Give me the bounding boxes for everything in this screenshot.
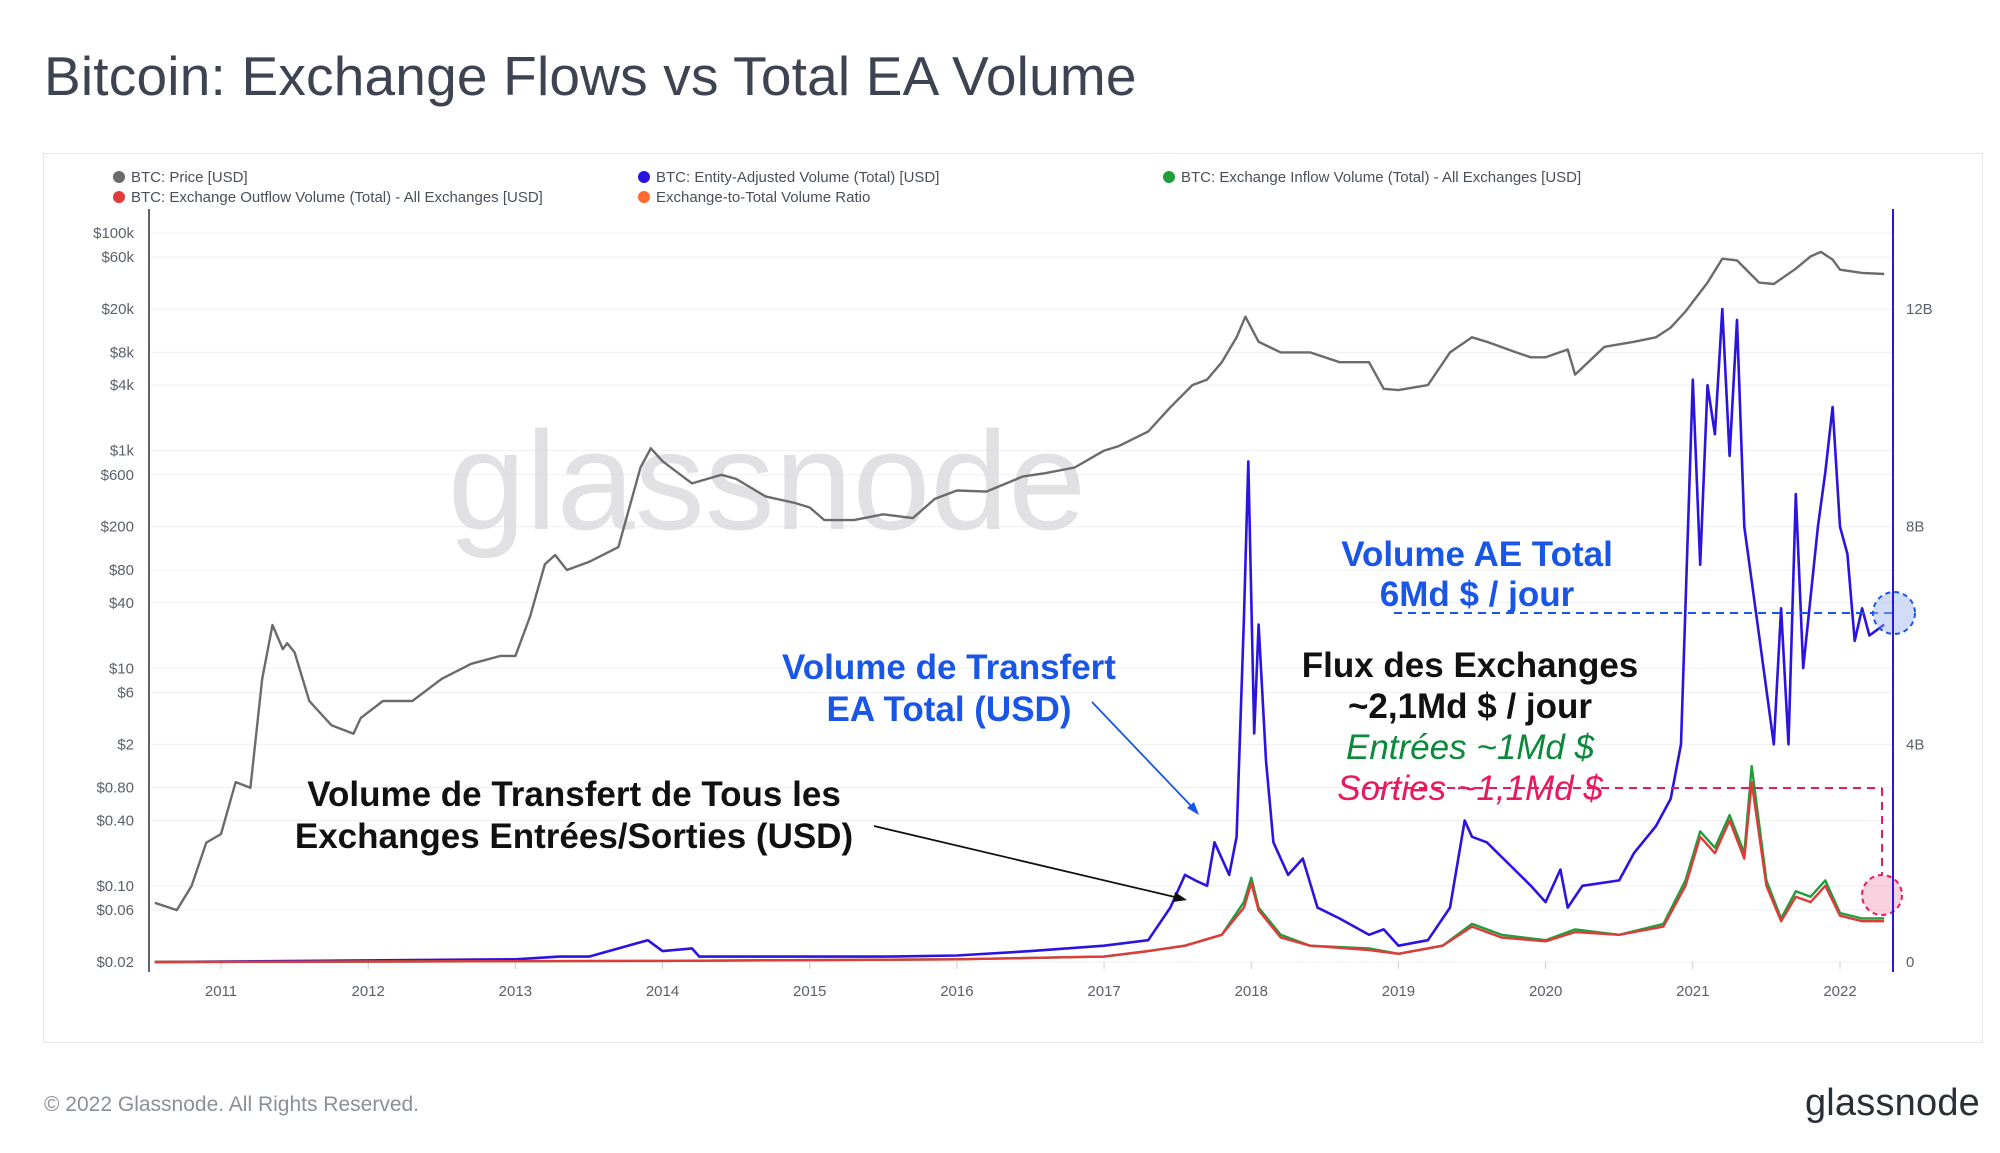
- legend-label[interactable]: BTC: Entity-Adjusted Volume (Total) [USD…: [656, 169, 939, 186]
- footer-copyright: © 2022 Glassnode. All Rights Reserved.: [44, 1093, 420, 1116]
- total-label-line1: Volume AE Total: [1341, 535, 1613, 574]
- legend-swatch: [638, 191, 650, 203]
- legend-swatch: [1163, 171, 1175, 183]
- y-left-tick-label: $8k: [110, 344, 135, 361]
- series-layer: [154, 250, 1885, 964]
- y-right-tick-label: 8B: [1906, 519, 1924, 536]
- watermark: glassnode: [448, 402, 1086, 559]
- y-left-tick-label: $6: [117, 684, 134, 701]
- y-left-tick-label: $200: [101, 519, 134, 536]
- right-axis-ticks: 12B 8B 4B 0: [1906, 301, 1933, 971]
- flux-highlight: [1861, 874, 1903, 916]
- x-tick-label: 2017: [1087, 983, 1120, 1000]
- y-left-tick-label: $60k: [101, 249, 134, 266]
- ea-label-line1: Volume de Transfert: [782, 648, 1116, 687]
- outflow-line: [154, 781, 1885, 964]
- x-tick-label: 2011: [205, 983, 237, 1000]
- legend-label[interactable]: BTC: Exchange Inflow Volume (Total) - Al…: [1181, 169, 1581, 186]
- ea-label-line2: EA Total (USD): [827, 690, 1072, 729]
- x-tick-label: 2016: [940, 983, 973, 1000]
- x-tick-label: 2022: [1823, 983, 1856, 1000]
- exch-label-line1: Volume de Transfert de Tous les: [307, 775, 841, 814]
- y-right-tick-label: 0: [1906, 954, 1914, 971]
- x-tick-label: 2020: [1529, 983, 1562, 1000]
- footer-brand-logo: glassnode: [1804, 1082, 1980, 1124]
- x-tick-label: 2019: [1382, 983, 1415, 1000]
- total-label-line2: 6Md $ / jour: [1380, 575, 1575, 614]
- page-title: Bitcoin: Exchange Flows vs Total EA Volu…: [44, 45, 1137, 107]
- x-tick-label: 2014: [646, 983, 679, 1000]
- y-left-tick-label: $80: [109, 562, 134, 579]
- legend: BTC: Price [USD] BTC: Entity-Adjusted Vol…: [113, 169, 1581, 206]
- legend-swatch: [113, 191, 125, 203]
- x-tick-label: 2012: [351, 983, 384, 1000]
- exch-arrow: [873, 825, 1180, 899]
- exch-arrowhead: [1173, 892, 1187, 902]
- y-left-tick-label: $0.02: [96, 954, 134, 971]
- y-right-tick-label: 12B: [1906, 301, 1933, 318]
- legend-label[interactable]: Exchange-to-Total Volume Ratio: [656, 189, 870, 206]
- y-right-tick-label: 4B: [1906, 736, 1924, 753]
- x-axis-ticks: 2011 2012 2013 2014 2015 2016 2017 2018 2019 2020…: [205, 962, 1857, 1000]
- chart-svg: glassnode BTC: Price [USD] BTC: Entity-Ad…: [93, 169, 1933, 1000]
- y-left-tick-label: $0.10: [96, 878, 134, 895]
- y-left-tick-label: $20k: [101, 301, 134, 318]
- x-tick-label: 2015: [793, 983, 826, 1000]
- y-left-tick-label: $2: [117, 736, 134, 753]
- chart-frame: glassnode BTC: Price [USD] BTC: Entity-Ad…: [43, 153, 1983, 1043]
- y-left-tick-label: $4k: [110, 377, 135, 394]
- ea-arrowhead: [1187, 802, 1199, 815]
- y-left-tick-label: $100k: [93, 225, 134, 242]
- flux-inflow-label: Entrées ~1Md $: [1346, 728, 1595, 767]
- y-left-tick-label: $0.80: [96, 780, 134, 797]
- ea-volume-line: [154, 307, 1885, 964]
- x-tick-label: 2021: [1676, 983, 1709, 1000]
- y-left-tick-label: $0.06: [96, 902, 134, 919]
- y-left-tick-label: $1k: [110, 443, 135, 460]
- legend-label[interactable]: BTC: Price [USD]: [131, 169, 248, 186]
- flux-outflow-label: Sorties ~1,1Md $: [1337, 769, 1603, 808]
- x-tick-label: 2013: [499, 983, 532, 1000]
- y-left-tick-label: $600: [101, 467, 134, 484]
- flux-label-line2: ~2,1Md $ / jour: [1348, 687, 1592, 726]
- legend-swatch: [638, 171, 650, 183]
- y-left-tick-label: $10: [109, 660, 134, 677]
- price-line: [154, 250, 1885, 912]
- y-left-tick-label: $0.40: [96, 812, 134, 829]
- y-left-tick-label: $40: [109, 595, 134, 612]
- ea-arrow: [1091, 701, 1195, 810]
- left-axis-ticks: $100k $60k $20k $8k $4k $1k $600 $200 $80 $40 $10 $…: [93, 225, 134, 971]
- legend-swatch: [113, 171, 125, 183]
- flux-label-line1: Flux des Exchanges: [1302, 646, 1639, 685]
- legend-label[interactable]: BTC: Exchange Outflow Volume (Total) - A…: [131, 189, 543, 206]
- x-tick-label: 2018: [1235, 983, 1268, 1000]
- exch-label-line2: Exchanges Entrées/Sorties (USD): [295, 817, 853, 856]
